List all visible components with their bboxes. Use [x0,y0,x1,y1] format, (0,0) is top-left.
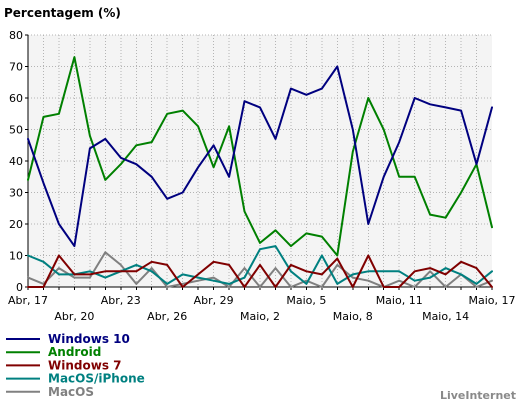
y-tick-label: 0 [16,281,23,294]
legend-label-windows-7: Windows 7 [48,358,121,372]
x-tick-label: Maio, 5 [286,294,326,307]
x-tick-label: Maio, 14 [422,310,469,323]
x-tick-label: Maio, 2 [240,310,280,323]
y-tick-label: 10 [9,250,23,263]
grid [28,34,492,287]
series-line-windows-10 [27,65,493,248]
legend-label-windows-10: Windows 10 [48,332,130,346]
series-lines [27,56,493,288]
series-line-android [27,56,493,257]
y-tick-label: 70 [9,61,23,74]
credit-label: LiveInternet [440,389,516,402]
x-tick-label: Maio, 17 [468,294,515,307]
x-tick-label: Maio, 11 [376,294,423,307]
y-tick-label: 50 [9,124,23,137]
y-tick-label: 20 [9,218,23,231]
y-tick-label: 30 [9,187,23,200]
x-tick-label: Abr, 17 [8,294,48,307]
series-line-windows-7 [27,254,493,288]
legend-label-macos: MacOS [48,385,94,399]
y-tick-label: 40 [9,155,23,168]
y-tick-label: 60 [9,92,23,105]
axes: 0 10 20 30 40 50 60 70 80 Abr, 17 Abr, 20 Abr, 23 Ab… [8,29,516,323]
series-line-macos-iphone [27,245,493,285]
legend-label-android: Android [48,345,101,359]
chart-title: Percentagem (%) [4,6,121,20]
x-tick-label: Abr, 29 [194,294,234,307]
legend-label-macos-iphone: MacOS/iPhone [48,372,145,386]
series-line-macos [27,251,493,288]
x-tick-label: Abr, 23 [101,294,141,307]
x-tick-label: Abr, 20 [54,310,94,323]
x-tick-label: Maio, 8 [333,310,373,323]
y-tick-label: 80 [9,29,23,42]
x-tick-label: Abr, 26 [147,310,187,323]
